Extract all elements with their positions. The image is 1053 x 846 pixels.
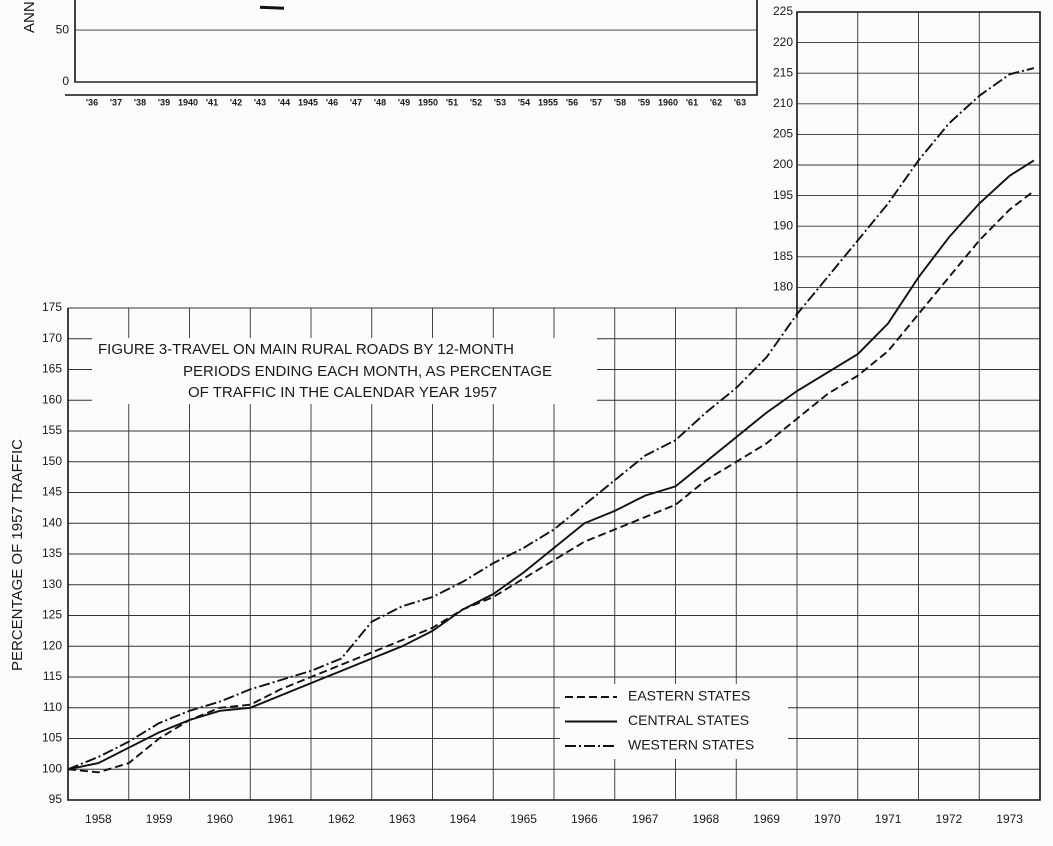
series-line [67, 190, 1035, 774]
x-tick-label: 1966 [571, 812, 598, 826]
y-tick-label: 100 [42, 761, 62, 775]
x-tick-label: 1960 [658, 97, 678, 107]
x-tick-label: 1963 [389, 812, 416, 826]
x-tick-label: 1969 [753, 812, 780, 826]
y2-tick-label: 180 [773, 280, 793, 294]
x-tick-label: '51 [446, 97, 458, 107]
x-tick-label: 1950 [418, 97, 438, 107]
x-tick-label: 1973 [996, 812, 1023, 826]
y2-tick-label: 195 [773, 188, 793, 202]
x-tick-label: 1970 [814, 812, 841, 826]
x-tick-label: '49 [398, 97, 410, 107]
x-tick-label: '36 [86, 97, 98, 107]
y2-tick-label: 200 [773, 157, 793, 171]
legend-label: EASTERN STATES [628, 688, 750, 704]
y-tick-label: 170 [42, 331, 62, 345]
y-tick-label: 135 [42, 546, 62, 560]
y2-tick-label: 205 [773, 127, 793, 141]
x-tick-label: '62 [710, 97, 722, 107]
y-axis-label: ANN [21, 1, 38, 33]
y2-tick-label: 190 [773, 218, 793, 232]
y-tick-label: 150 [42, 454, 62, 468]
x-tick-label: 1959 [146, 812, 173, 826]
title-background [92, 338, 597, 404]
x-tick-label: '41 [206, 97, 218, 107]
y-tick-label: 175 [42, 300, 62, 314]
x-tick-label: 1945 [298, 97, 318, 107]
x-tick-label: 1962 [328, 812, 355, 826]
series-line [67, 159, 1035, 771]
x-tick-label: '39 [158, 97, 170, 107]
x-tick-label: 1967 [632, 812, 659, 826]
series-line [67, 67, 1035, 771]
x-tick-label: '54 [518, 97, 530, 107]
y-tick-label: 0 [62, 74, 69, 88]
y2-tick-label: 210 [773, 96, 793, 110]
y-tick-label: 120 [42, 638, 62, 652]
x-tick-label: '44 [278, 97, 290, 107]
plot-frame [67, 11, 1041, 801]
y-tick-label: 105 [42, 731, 62, 745]
y-tick-label: 95 [49, 792, 63, 806]
chart-title: OF TRAFFIC IN THE CALENDAR YEAR 1957 [188, 384, 497, 401]
x-tick-label: '57 [590, 97, 602, 107]
legend-label: WESTERN STATES [628, 737, 754, 753]
x-tick-label: '38 [134, 97, 146, 107]
y-tick-label: 165 [42, 362, 62, 376]
y2-tick-label: 225 [773, 4, 793, 18]
x-tick-label: '52 [470, 97, 482, 107]
x-tick-label: '61 [686, 97, 698, 107]
x-tick-label: 1955 [538, 97, 558, 107]
x-tick-label: 1972 [936, 812, 963, 826]
legend-label: CENTRAL STATES [628, 712, 749, 728]
x-tick-label: '42 [230, 97, 242, 107]
y-tick-label: 110 [43, 700, 62, 714]
x-tick-label: 1968 [693, 812, 720, 826]
y2-tick-label: 185 [773, 249, 793, 263]
x-tick-label: 1961 [267, 812, 294, 826]
x-tick-label: 1971 [875, 812, 902, 826]
y-tick-label: 155 [42, 423, 62, 437]
y-tick-label: 115 [43, 669, 62, 683]
y-tick-label: 50 [56, 22, 70, 36]
x-tick-label: 1940 [178, 97, 198, 107]
x-tick-label: '48 [374, 97, 386, 107]
y2-tick-label: 220 [773, 35, 793, 49]
x-tick-label: 1958 [85, 812, 112, 826]
y-tick-label: 145 [42, 485, 62, 499]
chart-title: PERIODS ENDING EACH MONTH, AS PERCENTAGE [183, 363, 552, 380]
y-tick-label: 130 [42, 577, 62, 591]
chart-title: FIGURE 3-TRAVEL ON MAIN RURAL ROADS BY 1… [98, 341, 514, 358]
x-tick-label: 1960 [207, 812, 234, 826]
x-tick-label: '63 [734, 97, 746, 107]
x-tick-label: '37 [110, 97, 122, 107]
x-tick-label: 1964 [450, 812, 477, 826]
inset-line [259, 5, 285, 10]
y-tick-label: 140 [42, 515, 62, 529]
x-tick-label: '58 [614, 97, 626, 107]
inset-frame [65, 0, 758, 96]
x-tick-label: '43 [254, 97, 266, 107]
y-tick-label: 125 [42, 608, 62, 622]
x-tick-label: 1965 [510, 812, 537, 826]
x-tick-label: '46 [326, 97, 338, 107]
x-tick-label: '56 [566, 97, 578, 107]
x-tick-label: '59 [638, 97, 650, 107]
x-tick-label: '47 [350, 97, 362, 107]
y-axis-label: PERCENTAGE OF 1957 TRAFFIC [9, 439, 26, 671]
x-tick-label: '53 [494, 97, 506, 107]
y-tick-label: 160 [42, 392, 62, 406]
y2-tick-label: 215 [773, 65, 793, 79]
